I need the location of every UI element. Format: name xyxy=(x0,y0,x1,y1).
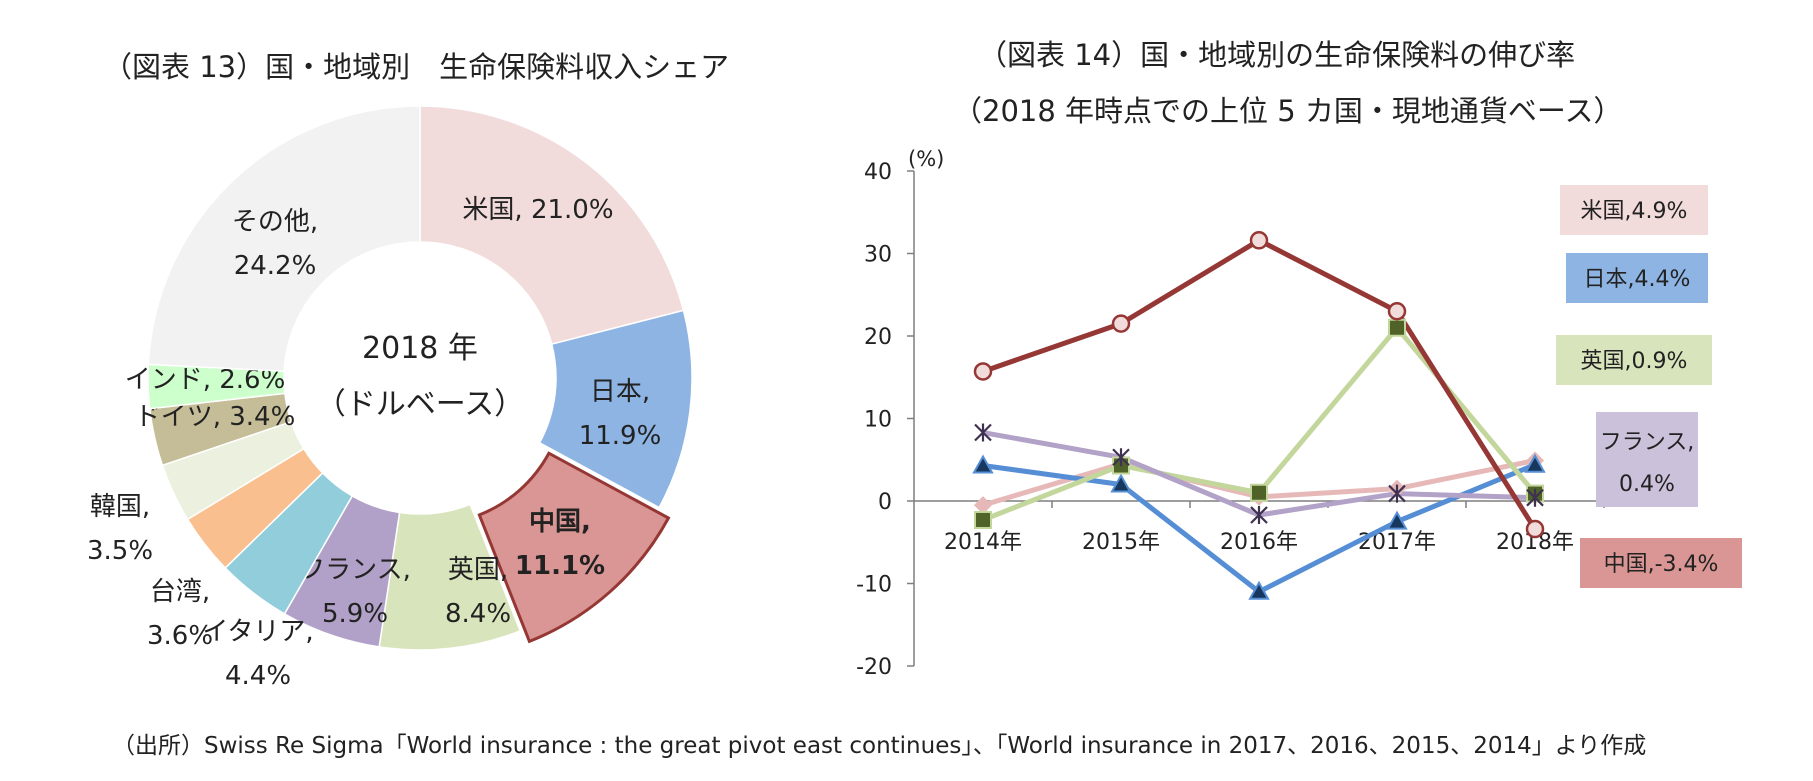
x-tick-label: 2015年 xyxy=(1082,530,1160,555)
y-tick-label: -20 xyxy=(856,655,892,680)
legend-box-日本 xyxy=(1566,253,1708,303)
point-米国-0 xyxy=(973,496,993,515)
x-tick-label: 2016年 xyxy=(1220,530,1298,555)
point-日本-2 xyxy=(1248,580,1270,600)
point-フランス-3 xyxy=(1388,484,1406,503)
donut-label-米国-0: 米国, 21.0% xyxy=(462,195,613,225)
legend-box-フランス xyxy=(1596,412,1698,507)
donut-label-英国-0: 英国, xyxy=(448,555,508,585)
donut-slice-米国 xyxy=(419,105,685,346)
line-chart-subtitle: （2018 年時点での上位 5 カ国・現地通貨ベース） xyxy=(953,94,1623,128)
legend-label-日本-0: 日本,4.4% xyxy=(1584,267,1691,292)
y-tick-label: 0 xyxy=(878,490,892,515)
legend-label-中国-0: 中国,-3.4% xyxy=(1604,552,1719,577)
donut-label-韓国-1: 3.5% xyxy=(87,536,153,566)
donut-label-その他-1: 24.2% xyxy=(234,251,317,281)
donut-label-韓国-0: 韓国, xyxy=(90,492,150,522)
legend-box-英国 xyxy=(1556,335,1712,385)
point-フランス-0 xyxy=(974,423,992,442)
donut-label-フランス-0: フランス, xyxy=(299,555,411,585)
point-英国-0 xyxy=(974,510,992,529)
y-tick-label: 20 xyxy=(864,325,892,350)
x-tick-label: 2014年 xyxy=(944,530,1022,555)
point-フランス-4 xyxy=(1526,488,1544,507)
legend-label-フランス-0: フランス, xyxy=(1600,430,1695,455)
donut-label-その他-0: その他, xyxy=(232,207,318,237)
point-フランス-2 xyxy=(1250,506,1268,525)
donut-slice-日本 xyxy=(538,309,693,509)
legend-box-中国 xyxy=(1580,538,1742,588)
donut-chart-title: （図表 13）国・地域別 生命保険料収入シェア xyxy=(103,50,730,84)
source-note: （出所）Swiss Re Sigma「World insurance : the… xyxy=(112,733,1647,759)
point-日本-3 xyxy=(1386,510,1408,530)
y-axis-unit: (%) xyxy=(908,147,944,171)
legend-box-米国 xyxy=(1560,185,1708,235)
point-日本-0 xyxy=(972,454,994,474)
point-英国-3 xyxy=(1388,318,1406,337)
point-英国-2 xyxy=(1250,483,1268,502)
donut-label-日本-0: 日本, xyxy=(590,377,650,407)
point-中国-3 xyxy=(1387,302,1407,321)
point-日本-1 xyxy=(1110,473,1132,493)
donut-chart: 米国, 21.0% 日本, 11.9% 中国, 11.1%英国, 8.4% フランス, 5.9… xyxy=(87,105,693,691)
donut-label-日本-1: 11.9% xyxy=(579,421,662,451)
legend-label-フランス-1: 0.4% xyxy=(1619,472,1675,497)
point-フランス-1 xyxy=(1112,448,1130,467)
y-tick-label: -10 xyxy=(856,573,892,598)
donut-label-英国-1: 8.4% xyxy=(445,599,511,629)
point-中国-1 xyxy=(1111,314,1131,333)
line-chart-title: （図表 14）国・地域別の生命保険料の伸び率 xyxy=(978,38,1576,72)
donut-slice-中国 xyxy=(477,451,671,644)
donut-label-台湾-0: 台湾, xyxy=(150,577,210,607)
legend-label-米国-0: 米国,4.9% xyxy=(1581,199,1688,224)
donut-slice-その他 xyxy=(147,105,421,372)
y-tick-label: 10 xyxy=(864,408,892,433)
y-tick-label: 40 xyxy=(864,160,892,185)
donut-center-label-1: （ドルベース） xyxy=(316,387,525,422)
y-tick-label: 30 xyxy=(864,243,892,268)
donut-label-中国-1: 11.1% xyxy=(515,551,605,581)
point-中国-4 xyxy=(1525,519,1545,539)
donut-label-台湾-1: 3.6% xyxy=(147,621,213,651)
point-中国-0 xyxy=(973,362,993,381)
donut-label-イタリア-1: 4.4% xyxy=(225,661,291,691)
donut-label-フランス-1: 5.9% xyxy=(322,599,388,629)
legend-label-英国-0: 英国,0.9% xyxy=(1581,349,1688,374)
donut-center-label-0: 2018 年 xyxy=(362,331,478,366)
donut-label-イタリア-0: イタリア, xyxy=(202,617,313,647)
point-中国-2 xyxy=(1249,231,1269,250)
donut-label-中国-0: 中国, xyxy=(529,507,591,537)
point-日本-4 xyxy=(1524,453,1546,473)
